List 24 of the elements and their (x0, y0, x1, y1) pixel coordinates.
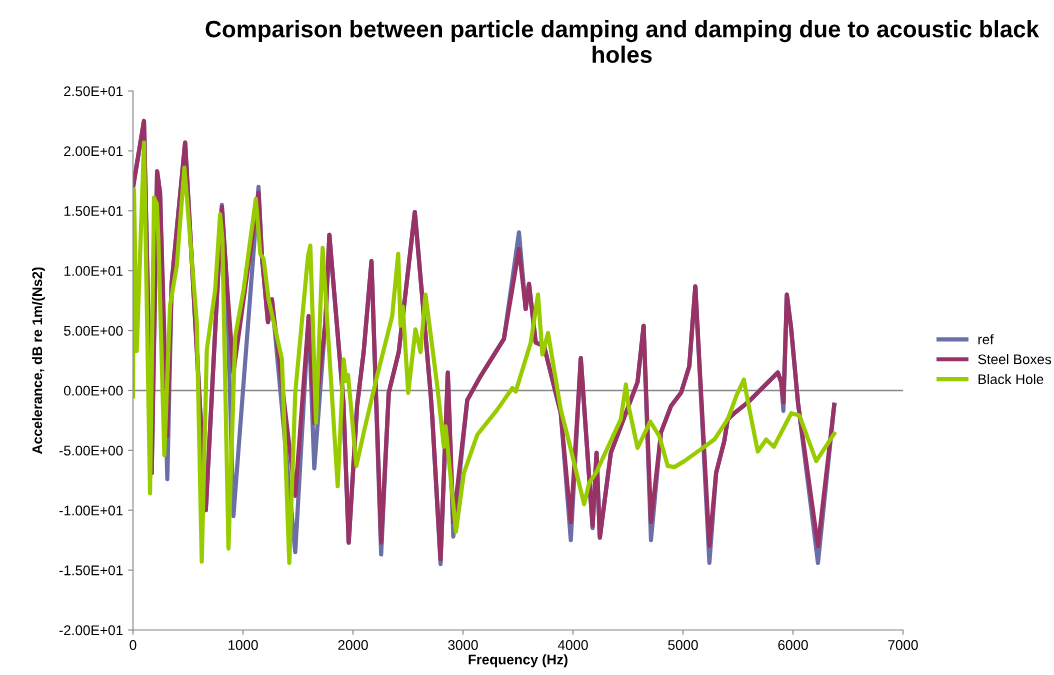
x-tick-label: 6000 (778, 640, 808, 650)
y-tick-label: 1.00E+01 (64, 266, 123, 276)
y-tick-label: 2.50E+01 (64, 86, 123, 97)
x-tick-label: 5000 (668, 640, 698, 650)
y-tick-label: 1.50E+01 (64, 206, 123, 216)
y-tick-label: -2.00E+01 (59, 625, 123, 636)
y-tick-label: -1.50E+01 (59, 565, 123, 576)
y-tick-label: -5.00E+00 (59, 445, 123, 456)
y-axis-title: Accelerance, dB re 1m/(Ns2) (31, 267, 45, 454)
x-tick-label: 1000 (228, 640, 258, 650)
x-axis-title: Frequency (Hz) (468, 654, 568, 668)
x-tick-label: 7000 (888, 640, 918, 650)
y-tick-label: -1.00E+01 (59, 505, 123, 516)
y-tick-label: 0.00E+00 (63, 385, 123, 396)
y-tick-label: 5.00E+00 (63, 325, 123, 336)
legend-label: Black Hole (978, 373, 1044, 385)
legend-label: Steel Boxes (978, 354, 1052, 365)
x-tick-label: 4000 (557, 640, 588, 650)
x-tick-label: 2000 (338, 640, 368, 650)
legend-label: ref (978, 334, 994, 345)
x-tick-label: 3000 (448, 640, 478, 650)
chart-title: Comparison between particle damping and damping due to acoustic black holes (205, 20, 1040, 63)
x-tick-label: 0 (129, 640, 137, 650)
y-tick-label: 2.00E+01 (64, 146, 123, 157)
